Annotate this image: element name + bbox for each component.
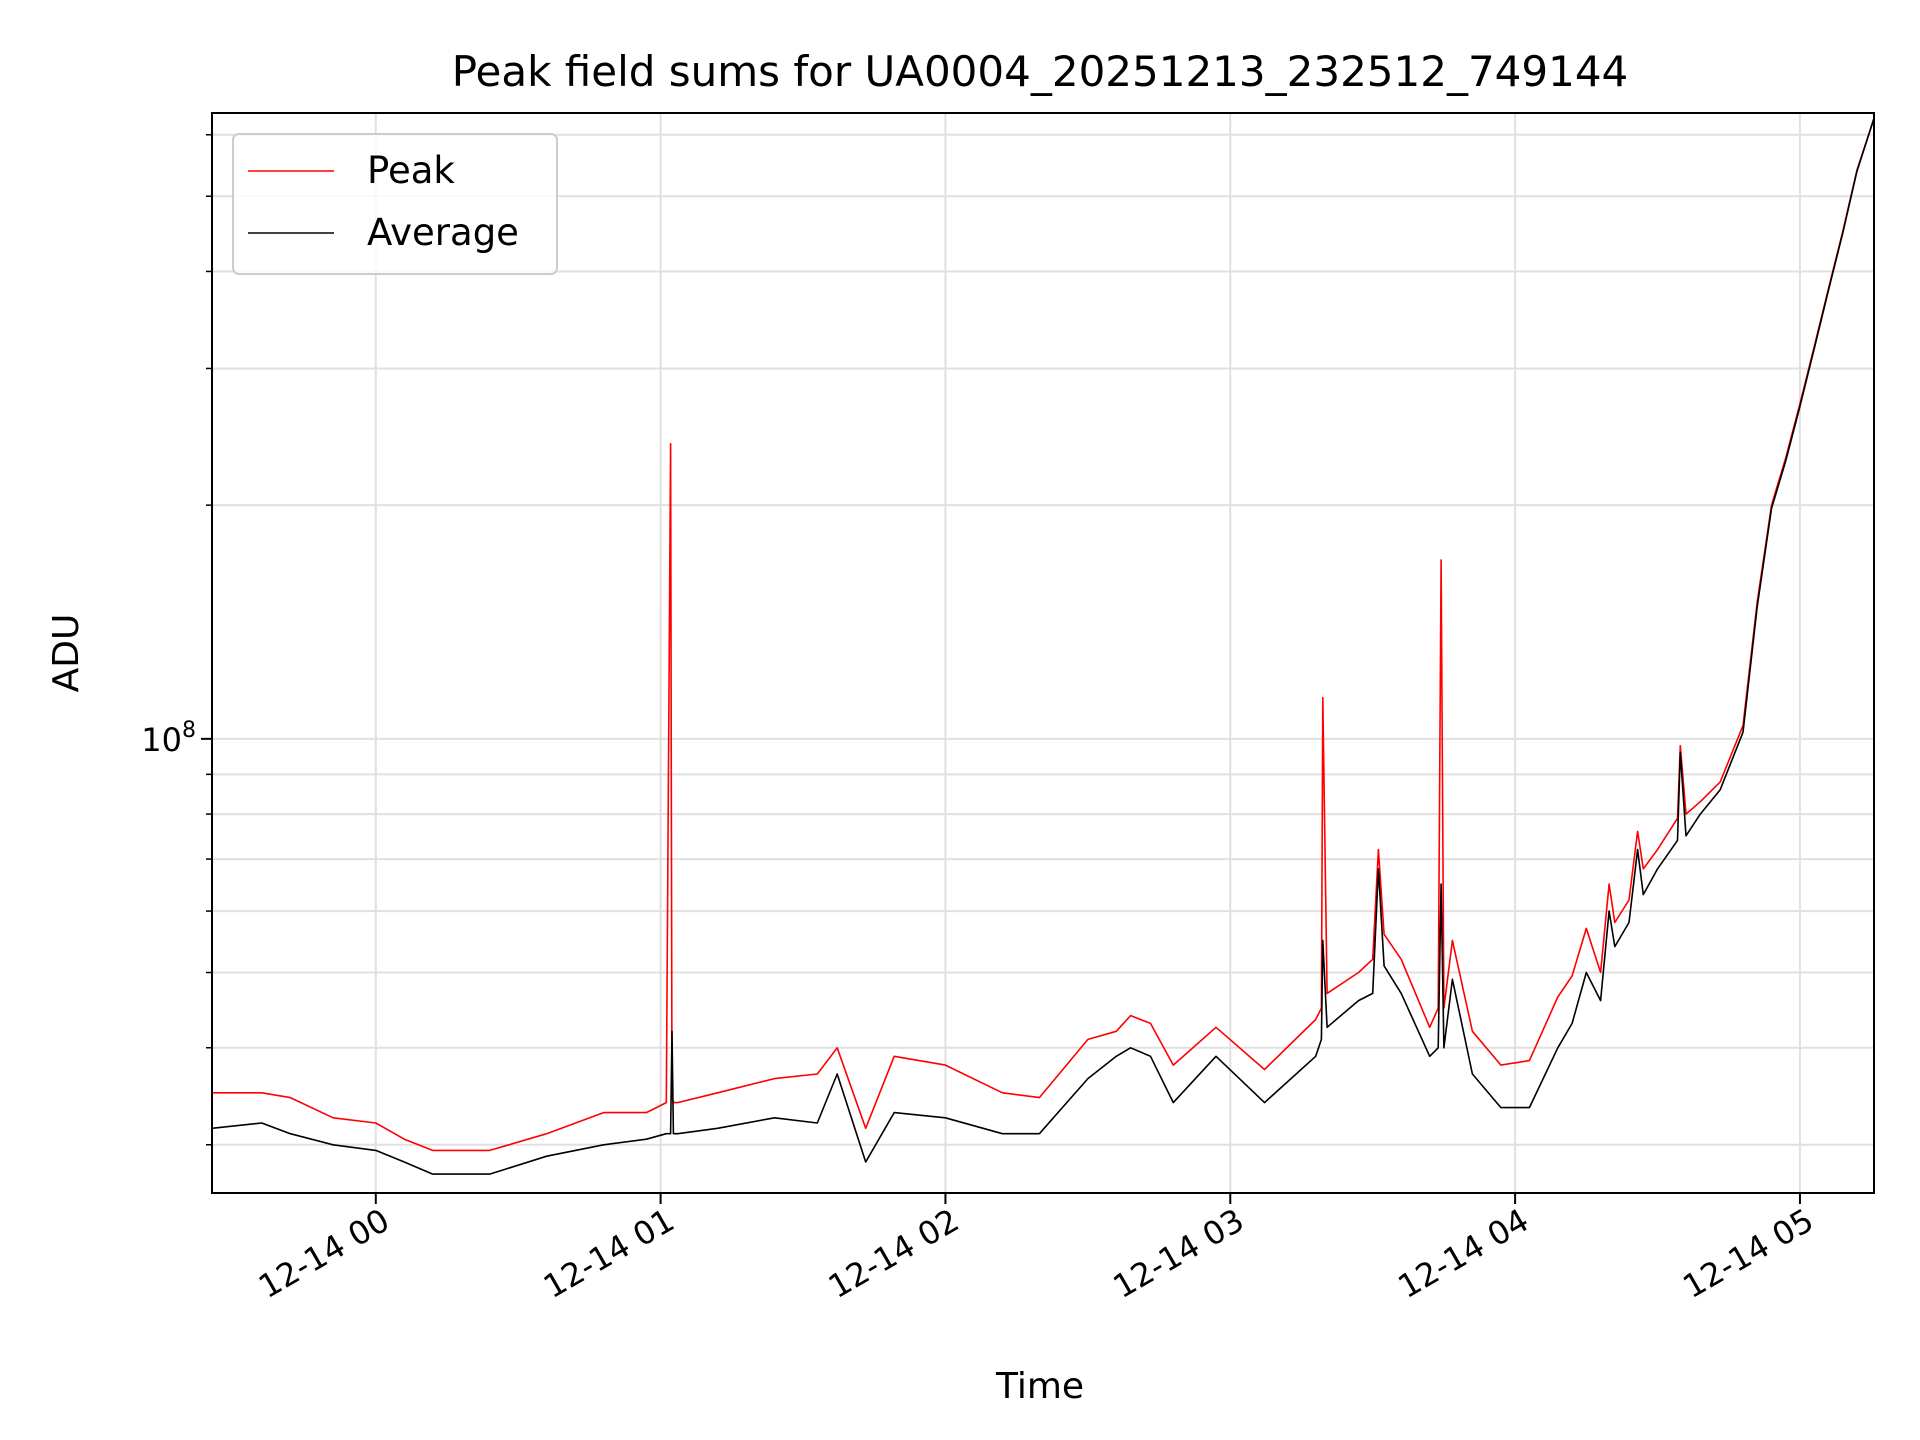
series-line-peak (212, 118, 1875, 1152)
x-axis-label: Time (995, 1366, 1084, 1407)
plot-frame (211, 112, 1875, 1194)
legend-box (232, 133, 558, 275)
y-tick-label-exponent: 8 (182, 718, 196, 743)
series-line-average (211, 118, 1875, 1175)
chart-title: Peak field sums for UA0004_20251213_2325… (452, 47, 1629, 96)
y-axis-label: ADU (46, 614, 87, 693)
legend-label-average: Average (367, 211, 519, 254)
y-tick-label-base: 10 (141, 721, 182, 759)
y-axis-ticks: 108 (141, 134, 212, 1146)
legend-label-peak: Peak (367, 149, 455, 192)
y-tick-label: 108 (141, 718, 196, 759)
legend: Peak Average (232, 133, 558, 275)
grid-lines (212, 113, 1874, 1193)
plot-series (211, 118, 1875, 1175)
